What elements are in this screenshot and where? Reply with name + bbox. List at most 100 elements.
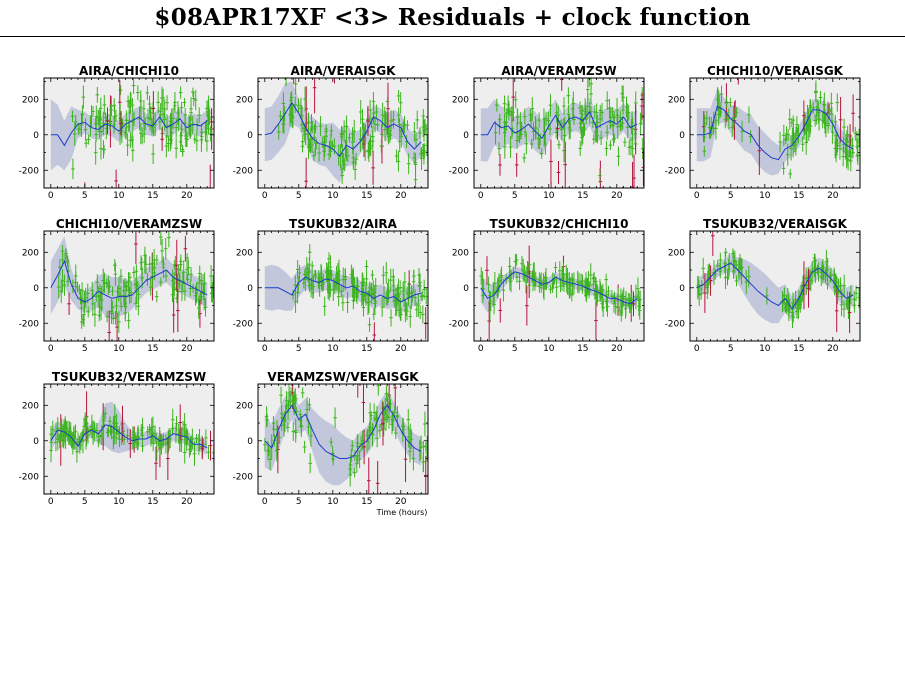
residual-point (820, 111, 825, 129)
residual-point (723, 252, 728, 274)
residual-point (578, 140, 583, 156)
y-tick-label: 200 (22, 401, 39, 411)
residual-point (598, 109, 602, 129)
residual-point (336, 287, 341, 307)
residual-point (562, 129, 567, 143)
y-tick-label: -200 (665, 319, 686, 329)
residual-point (197, 107, 202, 124)
residual-point (72, 122, 77, 146)
residual-point (728, 97, 733, 108)
residual-point (204, 429, 208, 447)
residual-point (181, 260, 186, 284)
residual-point (857, 287, 860, 308)
residual-point (339, 125, 344, 148)
residual-point (80, 105, 85, 124)
residual-point (117, 311, 121, 333)
residual-point (93, 140, 98, 165)
residual-point (385, 111, 389, 136)
y-tick-label: -200 (449, 319, 470, 329)
flagged-residual-point (520, 0, 524, 26)
residual-point (813, 260, 817, 278)
residual-point (351, 289, 356, 303)
residual-point (413, 153, 418, 173)
residual-point (558, 280, 563, 293)
panel-tsukub32-chichi10: 0 5 10 15 20 -200 0 200 TSUKUB32/CHICHI10 (449, 217, 645, 354)
residual-point (121, 280, 126, 302)
residual-point (570, 277, 575, 295)
residual-point (56, 275, 61, 299)
residual-point (79, 297, 84, 319)
residual-point (191, 87, 195, 97)
x-tick-label: 0 (694, 344, 700, 354)
residual-point (364, 272, 369, 286)
flagged-residual-point (834, 289, 839, 333)
residual-point (108, 118, 112, 129)
x-tick-label: 0 (262, 497, 268, 507)
residual-point (102, 144, 106, 155)
residual-point (83, 118, 88, 141)
residual-point (145, 426, 150, 438)
panel-tsukub32-veraisgk: 0 5 10 15 20 -200 0 200 TSUKUB32/VERAISGK (665, 217, 861, 354)
residual-point (842, 274, 846, 297)
residual-point (264, 406, 269, 428)
residual-point (608, 140, 613, 151)
residual-point (601, 298, 605, 317)
residual-point (202, 272, 207, 295)
x-tick-label: 20 (395, 497, 407, 507)
flagged-residual-point (160, 127, 164, 151)
residual-point (626, 292, 631, 308)
clock-function-line (696, 262, 854, 311)
residual-point (355, 434, 360, 459)
flagged-residual-point (711, 231, 715, 257)
x-tick-label: 20 (395, 344, 407, 354)
residual-point (616, 114, 620, 139)
residual-point (190, 428, 195, 450)
residual-point (362, 123, 366, 136)
residual-point (313, 142, 318, 156)
residual-point (606, 285, 611, 297)
residual-point (182, 441, 187, 464)
residual-point (79, 112, 84, 137)
residual-point (612, 291, 617, 304)
residual-point (513, 91, 518, 109)
residual-point (172, 281, 176, 297)
residual-point (533, 281, 537, 291)
residual-point (126, 122, 131, 132)
residual-point (733, 99, 738, 118)
residual-point (291, 422, 296, 441)
residual-point (701, 257, 706, 280)
residual-point (629, 289, 634, 310)
residual-point (508, 136, 513, 159)
residual-point (598, 168, 602, 183)
y-tick-label: -200 (233, 472, 254, 482)
residual-point (159, 231, 163, 246)
panel-chichi10-veraisgk: 0 5 10 15 20 -200 0 200 CHICHI10/VERAISGK (665, 64, 861, 201)
x-tick-label: 10 (759, 344, 771, 354)
residual-point (94, 127, 98, 142)
panel-title: CHICHI10/VERAMZSW (56, 217, 202, 231)
residual-point (493, 120, 498, 145)
residual-point (156, 91, 160, 114)
residual-point (405, 120, 410, 130)
residual-point (341, 152, 346, 170)
residual-point (778, 131, 782, 153)
residual-point (409, 429, 414, 450)
residual-point (57, 433, 62, 443)
y-tick-label: -200 (19, 472, 40, 482)
residual-point (76, 122, 81, 136)
residual-point (108, 416, 112, 427)
residual-point (789, 136, 793, 161)
flagged-residual-point (176, 289, 180, 332)
panel-title: CHICHI10/VERAISGK (707, 64, 844, 78)
residual-point (413, 171, 418, 188)
residual-point (324, 124, 328, 134)
residual-point (134, 435, 138, 449)
residual-point (565, 267, 570, 281)
residual-point (83, 415, 88, 436)
residual-point (339, 285, 344, 298)
x-tick-label: 5 (82, 344, 88, 354)
residual-point (584, 105, 588, 121)
residual-point (567, 116, 572, 140)
residual-point (791, 292, 795, 314)
residual-point (279, 386, 283, 404)
